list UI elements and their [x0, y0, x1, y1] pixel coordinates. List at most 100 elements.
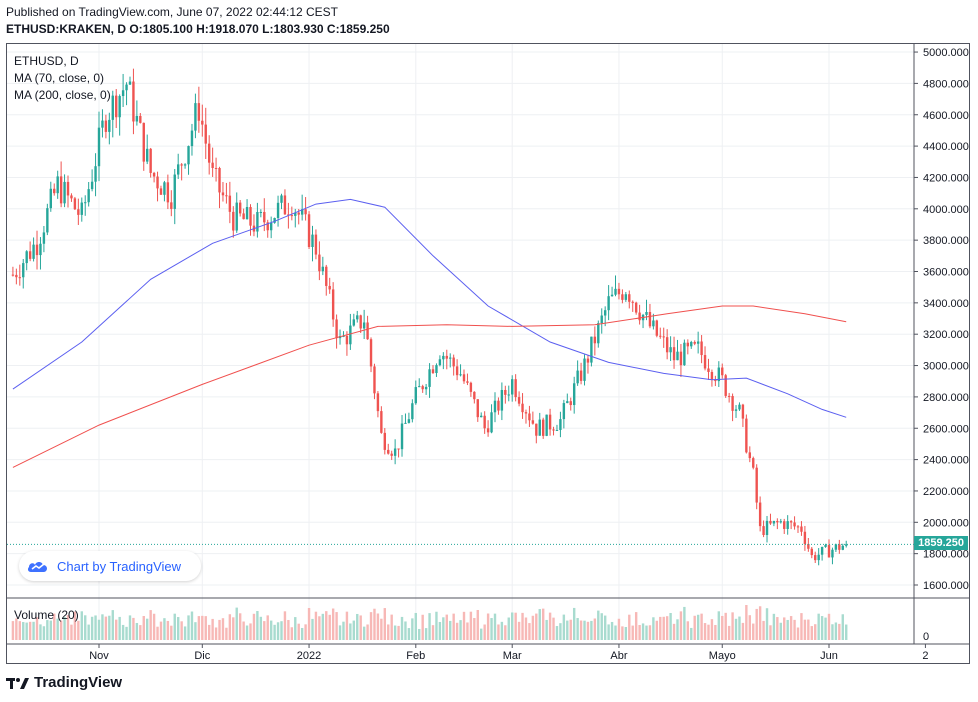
ohlc-line: ETHUSD:KRAKEN, D O:1805.100 H:1918.070 L… [6, 22, 390, 36]
volume-bar [170, 625, 173, 640]
candle-body [662, 336, 665, 338]
candle-body [321, 266, 325, 272]
candle-body [607, 296, 610, 311]
candle-body [201, 120, 204, 125]
candle-body [762, 526, 765, 536]
volume-bar [390, 614, 393, 640]
legend-ma200[interactable]: MA (200, close, 0) [14, 88, 111, 102]
candle-body [259, 211, 263, 213]
candle-body [517, 397, 521, 404]
candle-body [683, 342, 686, 366]
candle-body [66, 181, 70, 196]
volume-bar [207, 624, 211, 640]
volume-bar [204, 616, 207, 640]
volume-bar [603, 615, 607, 640]
volume-bar [820, 616, 824, 640]
volume-bar [779, 622, 782, 640]
candle-body [652, 320, 655, 327]
open-label: O: [129, 22, 143, 36]
volume-bar [80, 611, 83, 640]
volume-bar [314, 611, 318, 640]
volume-bar [139, 625, 142, 640]
y-tick-label: 2000.000 [923, 517, 969, 529]
candle-body [548, 414, 552, 430]
candle-body [345, 335, 349, 345]
candle-body [280, 195, 283, 203]
candle-body [190, 130, 194, 147]
ma200-line [12, 305, 847, 468]
x-tick-label: Mar [503, 650, 522, 662]
volume-bar [190, 611, 194, 640]
volume-bar [569, 619, 572, 640]
symbol-label: ETHUSD:KRAKEN, D [6, 22, 126, 36]
volume-bar [727, 625, 731, 640]
volume-bar [449, 620, 452, 640]
volume-bar [480, 628, 483, 640]
candle-body [507, 394, 510, 396]
candle-body [297, 212, 300, 215]
low-value: 1803.930 [273, 22, 324, 36]
volume-bar [621, 626, 624, 640]
volume-bar [407, 628, 411, 640]
candle-body [493, 400, 497, 413]
volume-bar [610, 621, 614, 640]
candle-body [738, 404, 741, 410]
candle-body [159, 188, 163, 195]
volume-bar [297, 623, 300, 640]
candle-body [63, 181, 66, 204]
volume-bar [445, 614, 448, 640]
volume-bar [111, 610, 114, 640]
candle-body [56, 176, 59, 194]
volume-bar [645, 625, 648, 640]
candle-body [690, 341, 693, 347]
high-value: 1918.070 [208, 22, 259, 36]
candle-body [645, 312, 648, 315]
candle-body [245, 206, 249, 220]
volume-bar [97, 619, 101, 640]
legend-volume[interactable]: Volume (20) [14, 608, 79, 622]
candle-body [387, 449, 390, 454]
volume-bar [817, 613, 820, 640]
legend-ma70[interactable]: MA (70, close, 0) [14, 71, 105, 85]
close-label: C: [326, 22, 340, 36]
candle-body [600, 315, 603, 324]
y-tick-label: 2400.000 [923, 455, 969, 467]
candle-body [827, 545, 831, 558]
candle-body [146, 148, 149, 162]
candle-body [407, 419, 411, 423]
candle-body [758, 502, 762, 527]
candle-body [390, 453, 393, 456]
volume-bar [586, 621, 590, 640]
candle-body [445, 355, 448, 359]
candle-body [139, 115, 142, 123]
candle-body [228, 195, 232, 212]
tradingview-logo[interactable]: TradingView [6, 674, 122, 691]
chart-by-tradingview-link[interactable]: Chart by TradingView [19, 551, 201, 581]
candle-body [393, 448, 397, 456]
candle-body [459, 374, 462, 376]
candle-body [173, 174, 176, 209]
volume-bar [90, 616, 94, 640]
candle-body [125, 84, 128, 91]
volume-bar [411, 618, 414, 640]
volume-bar [772, 613, 776, 640]
y-tick-label: 3800.000 [923, 235, 969, 247]
volume-bar [679, 611, 683, 640]
volume-bar [180, 621, 183, 640]
volume-bar [345, 611, 349, 640]
volume-bar [738, 616, 741, 640]
candle-body [562, 403, 566, 420]
candle-body [531, 420, 535, 424]
volume-bar [108, 615, 111, 640]
tradingview-logo-text: TradingView [34, 674, 123, 691]
y-tick-label: 3000.000 [923, 361, 969, 373]
ma70-line [12, 198, 847, 418]
candle-body [610, 294, 614, 297]
high-label: H: [196, 22, 209, 36]
candle-body [256, 212, 259, 232]
volume-bar [473, 618, 476, 640]
volume-bar [634, 612, 638, 640]
volume-bar [700, 613, 703, 640]
volume-bar [176, 617, 180, 640]
